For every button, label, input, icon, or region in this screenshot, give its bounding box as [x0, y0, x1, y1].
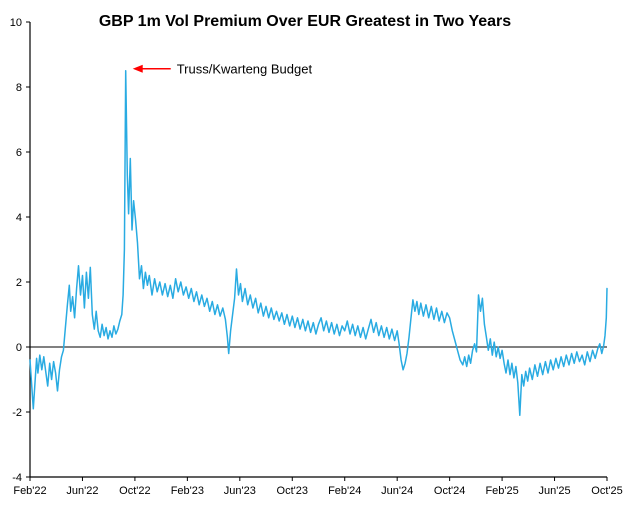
x-tick-label: Oct'23 [277, 485, 308, 497]
x-tick-label: Oct'24 [434, 485, 465, 497]
y-tick-label: -2 [12, 407, 22, 419]
x-tick-label: Oct'25 [591, 485, 622, 497]
vol-premium-line [29, 70, 608, 417]
x-tick-label: Feb'25 [485, 485, 518, 497]
y-tick-label: -4 [12, 472, 22, 484]
y-tick-label: 2 [16, 277, 22, 289]
x-tick-label: Jun'23 [224, 485, 256, 497]
x-tick-label: Feb'24 [328, 485, 361, 497]
y-tick-label: 0 [16, 342, 22, 354]
chart-title: GBP 1m Vol Premium Over EUR Greatest in … [99, 13, 511, 30]
y-tick-label: 10 [10, 17, 22, 29]
x-axis: Feb'22 Jun'22 Oct'22 Feb'23 Jun'23 Oct'23 Feb'… [13, 477, 623, 497]
x-tick-label: Jun'25 [539, 485, 571, 497]
x-tick-label: Feb'23 [171, 485, 204, 497]
annotation: Truss/Kwarteng Budget [132, 61, 313, 76]
x-tick-label: Oct'22 [119, 485, 150, 497]
x-tick-label: Feb'22 [13, 485, 46, 497]
annotation-label: Truss/Kwarteng Budget [177, 61, 313, 76]
x-tick-label: Jun'22 [66, 485, 98, 497]
y-tick-label: 6 [16, 147, 22, 159]
y-axis: -4 -2 0 2 4 6 8 10 [10, 17, 30, 484]
y-tick-label: 8 [16, 82, 22, 94]
y-tick-label: 4 [16, 212, 22, 224]
annotation-arrowhead-icon [132, 64, 143, 73]
x-tick-label: Jun'24 [381, 485, 413, 497]
